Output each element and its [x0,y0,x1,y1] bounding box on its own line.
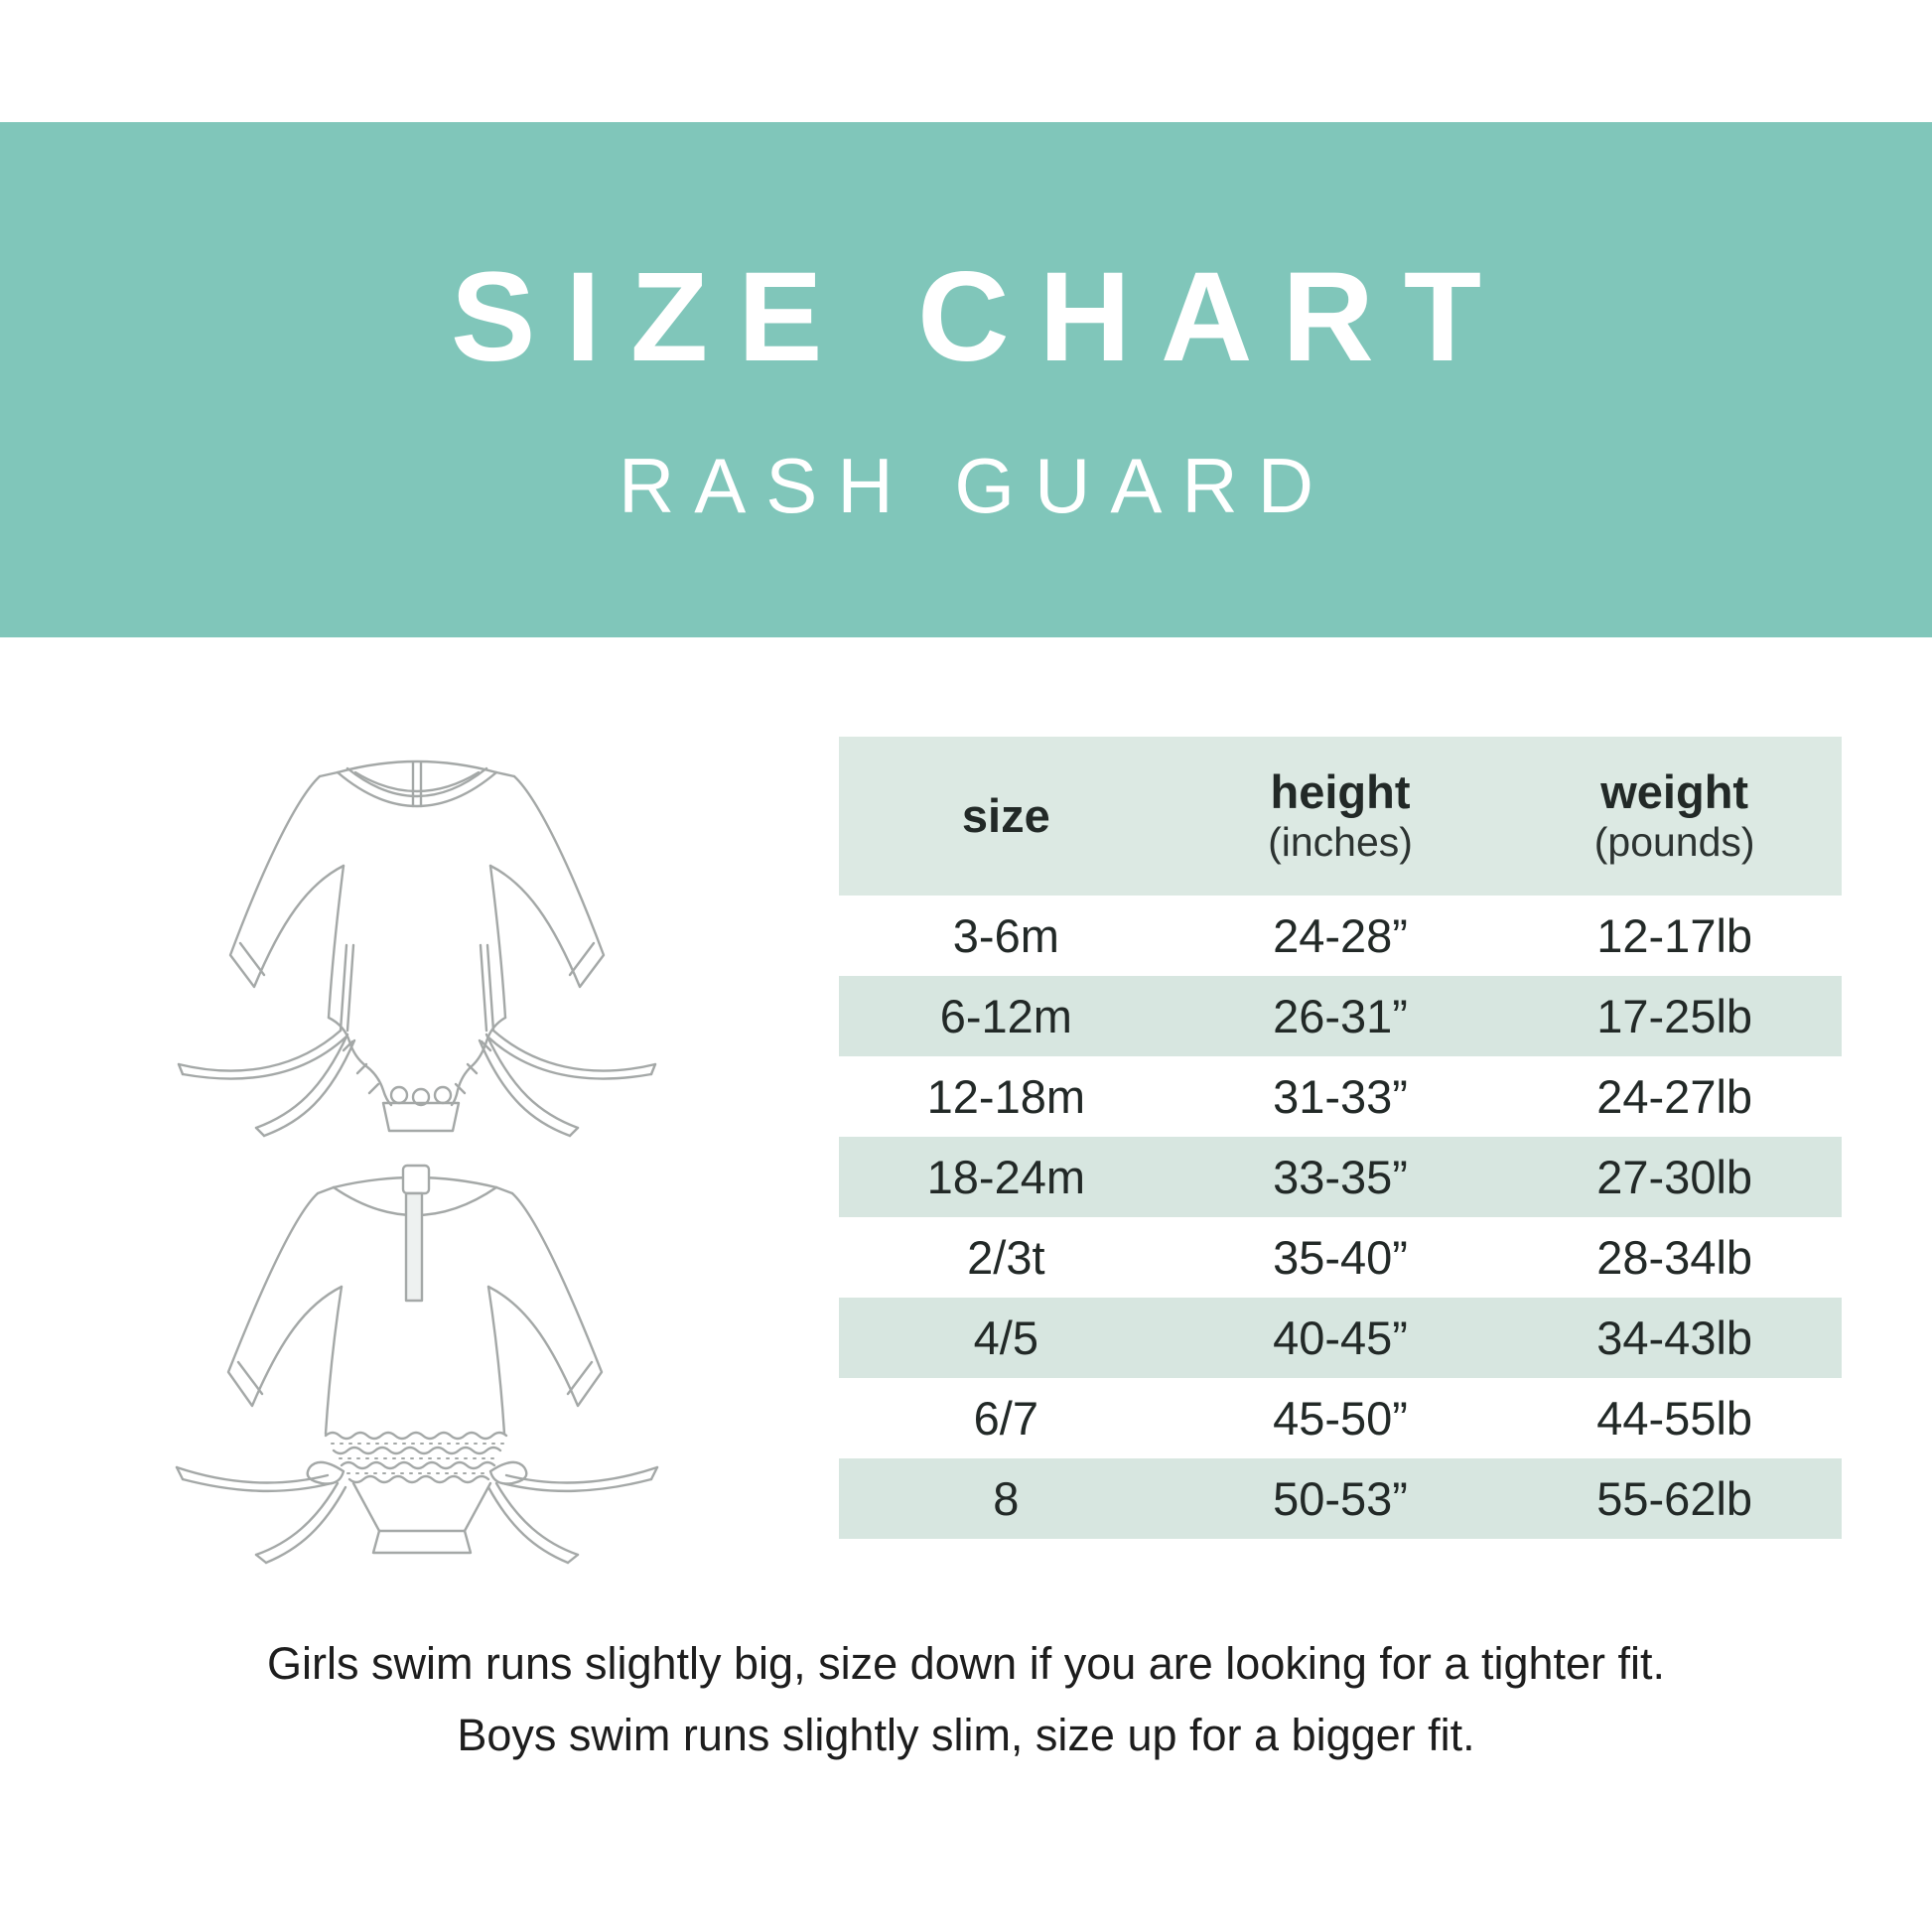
page-subtitle: RASH GUARD [618,441,1334,529]
page-title: SIZE CHART [451,245,1511,388]
table-row: 12-18m 31-33” 24-27lb [839,1056,1842,1137]
table-row: 3-6m 24-28” 12-17lb [839,896,1842,976]
size-cell: 6-12m [939,990,1072,1042]
height-cell: 33-35” [1273,1151,1408,1203]
weight-cell: 17-25lb [1596,990,1753,1042]
size-cell: 18-24m [926,1151,1085,1203]
table-header-row: size height (inches) weight (pounds) [839,737,1842,896]
height-cell: 24-28” [1273,909,1408,962]
size-cell: 4/5 [973,1311,1038,1364]
height-cell: 50-53” [1273,1472,1408,1525]
height-cell: 35-40” [1273,1231,1408,1284]
weight-cell: 28-34lb [1596,1231,1753,1284]
height-cell: 26-31” [1273,990,1408,1042]
size-cell: 3-6m [952,909,1059,962]
footnote-line-boys: Boys swim runs slightly slim, size up fo… [457,1710,1475,1760]
weight-cell: 24-27lb [1596,1070,1753,1123]
weight-cell: 34-43lb [1596,1311,1753,1364]
column-header-size: size [961,788,1050,842]
height-cell: 40-45” [1273,1311,1408,1364]
weight-cell: 12-17lb [1596,909,1753,962]
column-header-weight: weight (pounds) [1593,765,1755,866]
size-cell: 8 [993,1472,1020,1525]
footnote-line-girls: Girls swim runs slightly big, size down … [266,1638,1666,1689]
rash-guard-front-illustration [149,717,705,1144]
size-table: size height (inches) weight (pounds) 3-6… [839,737,1842,1539]
column-header-height: height (inches) [1268,765,1413,866]
weight-cell: 27-30lb [1596,1151,1753,1203]
banner: SIZE CHART RASH GUARD [0,122,1932,637]
table-row: 6/7 45-50” 44-55lb [839,1378,1842,1458]
table-row: 6-12m 26-31” 17-25lb [839,976,1842,1056]
height-cell: 45-50” [1273,1392,1408,1445]
size-cell: 6/7 [973,1392,1038,1445]
rash-guard-back-drawing [175,1164,659,1565]
rash-guard-front-drawing [177,759,657,1138]
table-row: 18-24m 33-35” 27-30lb [839,1137,1842,1217]
size-cell: 2/3t [967,1231,1045,1284]
height-cell: 31-33” [1273,1070,1408,1123]
rash-guard-back-illustration [149,1140,705,1587]
footnote: Girls swim runs slightly big, size down … [0,1628,1932,1771]
table-row: 8 50-53” 55-62lb [839,1458,1842,1539]
table-row: 2/3t 35-40” 28-34lb [839,1217,1842,1298]
weight-cell: 44-55lb [1596,1392,1753,1445]
table-row: 4/5 40-45” 34-43lb [839,1298,1842,1378]
size-cell: 12-18m [926,1070,1085,1123]
weight-cell: 55-62lb [1596,1472,1753,1525]
